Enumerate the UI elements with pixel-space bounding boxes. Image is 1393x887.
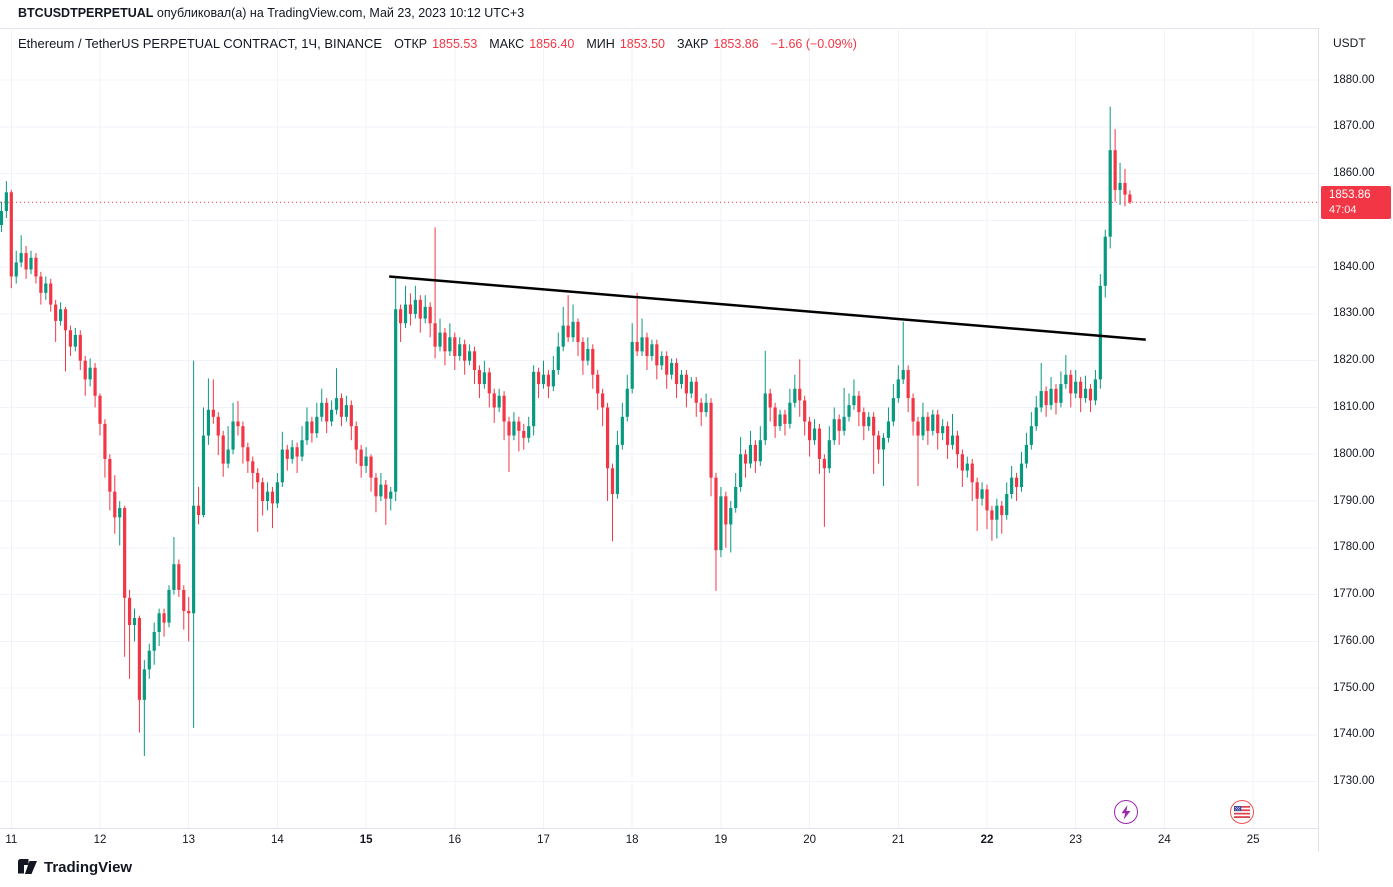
time-tick-label: 18 [625,834,639,846]
price-tick-label: 1750.00 [1333,681,1375,694]
time-tick-label: 21 [891,834,905,846]
price-axis[interactable]: USDT 1853.86 47:04 1880.00 1870.00 1860.00… [1318,28,1393,852]
tradingview-brand-text: TradingView [44,859,133,876]
us-flag-icon [1234,806,1251,818]
high-label: МАКС [489,36,525,51]
time-tick-label: 12 [93,834,107,846]
time-tick-label: 14 [270,834,284,846]
price-axis-currency: USDT [1333,36,1366,50]
events-lightning-icon[interactable] [1114,800,1139,824]
time-tick-label: 20 [803,834,816,846]
price-tick-label: 1820.00 [1333,354,1375,367]
price-tick-label: 1780.00 [1333,541,1375,554]
tradingview-mark-icon [18,859,37,875]
low-value: 1853.50 [619,36,666,51]
close-label: ЗАКР [677,36,709,51]
last-price-value: 1853.86 [1329,188,1371,201]
price-tick-label: 1830.00 [1333,307,1375,320]
time-tick-label: 17 [537,834,550,846]
tradingview-logo[interactable]: TradingView [18,859,132,876]
price-tick-label: 1880.00 [1333,73,1375,86]
symbol-title: Ethereum / TetherUS PERPETUAL CONTRACT, … [18,36,383,51]
open-value: 1855.53 [432,36,478,51]
bar-countdown: 47:04 [1329,203,1357,216]
time-axis[interactable]: 11 12 13 14 15 16 17 18 19 20 21 22 23 24 25 [0,828,1318,854]
candlestick-chart[interactable] [0,28,1318,852]
open-label: ОТКР [394,36,428,51]
time-tick-label: 11 [5,834,18,846]
descending-trendline[interactable] [389,275,1146,341]
price-tick-label: 1730.00 [1333,775,1375,788]
time-tick-label: 19 [714,834,728,846]
price-tick-label: 1840.00 [1333,260,1375,273]
price-tick-label: 1770.00 [1333,588,1375,601]
price-tick-label: 1800.00 [1333,447,1375,460]
attribution-text: BTCUSDTPERPETUAL опубликовал(а) на Tradi… [18,6,524,20]
last-price-label: 1853.86 47:04 [1321,185,1391,219]
candles [0,106,1132,756]
close-value: 1853.86 [713,36,759,51]
price-tick-label: 1860.00 [1333,167,1375,180]
grid [0,28,1318,852]
time-tick-label: 16 [448,834,462,846]
price-tick-label: 1790.00 [1333,494,1375,507]
footer: TradingView [0,853,1393,887]
time-tick-label: 15 [359,834,373,846]
lightning-bolt-icon [1121,804,1131,820]
price-tick-label: 1810.00 [1333,400,1375,413]
high-value: 1856.40 [529,36,575,51]
attribution-header: BTCUSDTPERPETUAL опубликовал(а) на Tradi… [0,0,1393,29]
time-tick-label: 13 [182,834,196,846]
change-value: −1.66 (−0.09%) [770,36,857,51]
price-tick-label: 1760.00 [1333,634,1375,647]
price-tick-label: 1870.00 [1333,120,1375,133]
time-tick-label: 24 [1157,834,1171,846]
time-tick-label: 22 [980,834,994,846]
price-tick-label: 1740.00 [1333,728,1375,741]
low-label: МИН [586,36,615,51]
time-tick-label: 23 [1069,834,1083,846]
attribution-rest: опубликовал(а) на TradingView.com, Май 2… [153,6,525,20]
time-tick-label: 25 [1246,834,1260,846]
us-economic-event-icon[interactable] [1230,800,1255,824]
chart-legend: Ethereum / TetherUS PERPETUAL CONTRACT, … [18,36,857,51]
attribution-ticker: BTCUSDTPERPETUAL [18,6,154,20]
